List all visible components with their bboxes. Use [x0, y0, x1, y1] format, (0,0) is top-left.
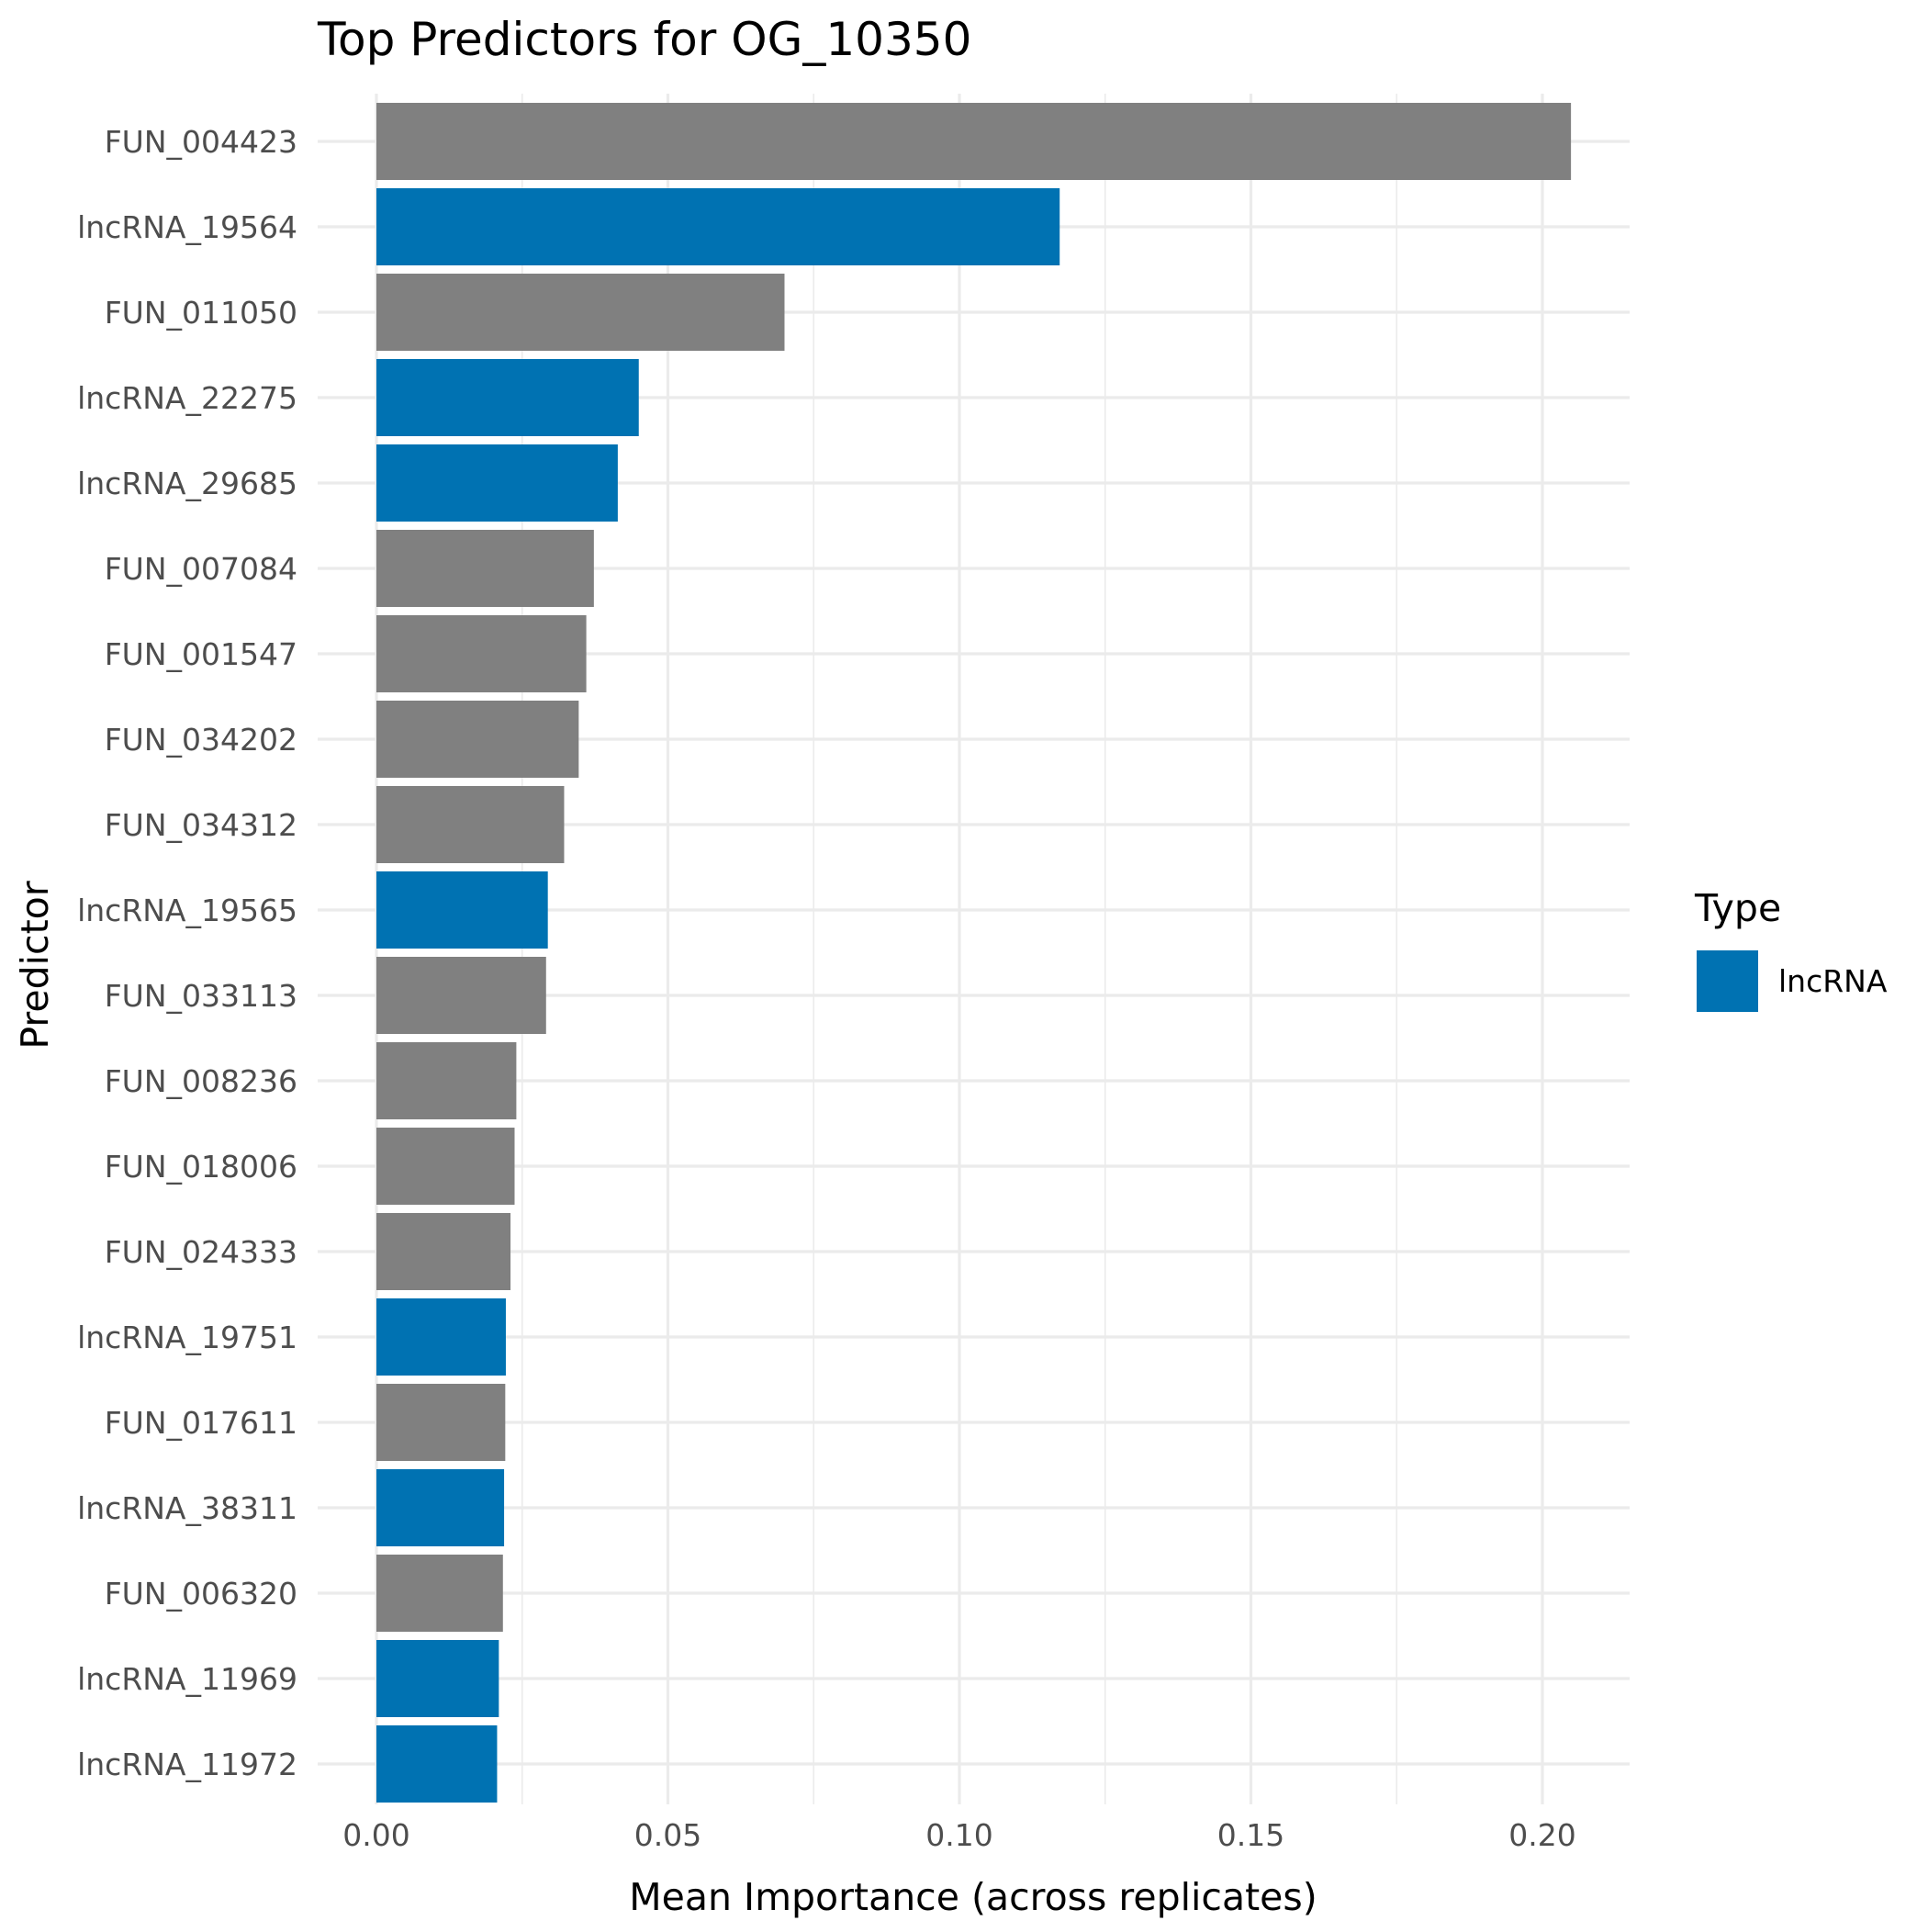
bar-lncrna_19751 [376, 1298, 506, 1376]
x-tick-labels: 0.00 0.05 0.10 0.15 0.20 [342, 1817, 1575, 1853]
x-tick-label: 0.15 [1217, 1817, 1284, 1853]
bar-fun_034202 [376, 701, 579, 778]
x-tick-label: 0.00 [342, 1817, 409, 1853]
bar-fun_007084 [376, 530, 594, 607]
x-tick-label: 0.05 [634, 1817, 701, 1853]
y-tick-label: lncRNA_29685 [77, 466, 297, 501]
y-tick-label: FUN_008236 [105, 1063, 297, 1099]
chart-title: Top Predictors for OG_10350 [317, 13, 971, 66]
y-tick-label: FUN_011050 [105, 295, 297, 331]
bar-fun_008236 [376, 1042, 517, 1119]
y-tick-label: FUN_006320 [105, 1576, 297, 1612]
y-tick-label: FUN_001547 [105, 636, 297, 672]
minor-gridlines [521, 94, 1398, 1804]
bars [376, 103, 1572, 1803]
y-tick-label: lncRNA_38311 [77, 1490, 297, 1526]
x-tick-label: 0.20 [1508, 1817, 1575, 1853]
y-tick-label: lncRNA_11972 [77, 1747, 297, 1782]
y-axis-title: Predictor [13, 881, 57, 1049]
legend-title: Type [1694, 886, 1781, 930]
y-tick-label: FUN_017611 [105, 1405, 297, 1441]
bar-fun_018006 [376, 1128, 515, 1205]
bar-lncrna_22275 [376, 359, 639, 436]
bar-lncrna_11969 [376, 1640, 499, 1717]
y-tick-label: lncRNA_19751 [77, 1320, 297, 1355]
bar-fun_017611 [376, 1384, 506, 1461]
legend-label-lncrna: lncRNA [1778, 963, 1888, 999]
bar-fun_011050 [376, 274, 785, 351]
legend-swatch-lncrna [1697, 950, 1758, 1012]
bar-fun_004423 [376, 103, 1572, 180]
y-tick-label: FUN_004423 [105, 124, 297, 160]
bar-lncrna_19565 [376, 871, 548, 949]
y-tick-label: lncRNA_19565 [77, 893, 297, 928]
bar-fun_034312 [376, 786, 565, 863]
x-tick-label: 0.10 [925, 1817, 992, 1853]
bar-fun_024333 [376, 1213, 511, 1290]
bar-fun_006320 [376, 1555, 503, 1632]
y-tick-labels: FUN_004423 lncRNA_19564 FUN_011050 lncRNA_2… [77, 124, 297, 1782]
y-tick-label: FUN_034202 [105, 722, 297, 758]
y-tick-label: lncRNA_11969 [77, 1661, 297, 1697]
bar-lncrna_11972 [376, 1725, 498, 1803]
bar-lncrna_29685 [376, 444, 618, 522]
y-tick-label: FUN_018006 [105, 1149, 297, 1185]
y-tick-label: FUN_007084 [105, 551, 297, 587]
y-tick-label: lncRNA_19564 [77, 209, 297, 245]
legend: Type lncRNA [1694, 886, 1888, 1012]
y-tick-label: lncRNA_22275 [77, 380, 297, 416]
y-tick-label: FUN_033113 [105, 978, 297, 1014]
bar-lncrna_19564 [376, 188, 1060, 265]
y-tick-label: FUN_034312 [105, 807, 297, 843]
y-tick-label: FUN_024333 [105, 1234, 297, 1270]
x-axis-title: Mean Importance (across replicates) [629, 1875, 1317, 1919]
bar-fun_033113 [376, 957, 546, 1034]
bar-fun_001547 [376, 615, 587, 692]
bar-lncrna_38311 [376, 1469, 505, 1546]
